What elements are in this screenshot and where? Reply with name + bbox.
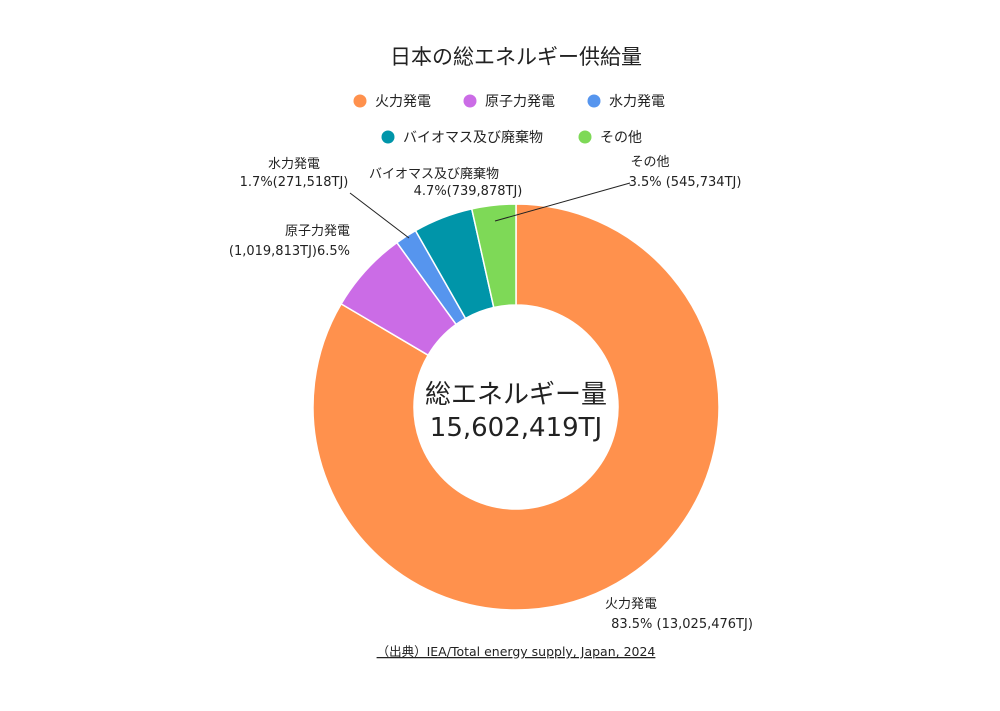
leader-line-4 [494,182,631,222]
legend-marker-1 [463,94,477,108]
legend-label-1: 原子力発電 [485,94,555,110]
slice-4 [470,203,517,309]
leader-line-2 [349,192,410,239]
slice-label-4-line1: その他 [630,155,669,170]
slice-label-2-line2: 1.7%(271,518TJ) [240,175,349,190]
slice-label-1-line2: (1,019,813TJ)6.5% [229,244,350,259]
legend-marker-4 [578,130,592,144]
legend-label-3: バイオマス及び廃棄物 [403,129,543,146]
slice-label-0-line2: 83.5% (13,025,476TJ) [611,617,753,632]
legend-marker-0 [353,94,367,108]
slice-label-1-line1: 原子力発電 [285,224,350,239]
legend-label-0: 火力発電 [375,94,431,110]
slice-labels: 火力発電 83.5% (13,025,476TJ) 原子力発電 (1,019,813T… [229,155,753,632]
legend-marker-2 [587,94,601,108]
legend-label-2: 水力発電 [609,94,665,110]
center-label-line1: 総エネルギー量 [425,380,607,410]
slice-label-0-line1: 火力発電 [605,597,657,612]
legend-marker-3 [381,130,395,144]
slices [312,203,720,611]
source-note: （出典）IEA/Total energy supply, Japan, 2024 [377,644,656,659]
legend-label-4: その他 [600,130,642,146]
chart-title: 日本の総エネルギー供給量 [390,45,642,69]
slice-label-4-line2: 3.5% (545,734TJ) [629,175,742,190]
slice-0 [312,203,720,611]
center-label-line2: 15,602,419TJ [430,413,602,443]
slice-label-2-line1: 水力発電 [268,157,320,172]
slice-label-3-line2: 4.7%(739,878TJ) [414,184,523,199]
slice-label-3-line1: バイオマス及び廃棄物 [369,166,499,182]
